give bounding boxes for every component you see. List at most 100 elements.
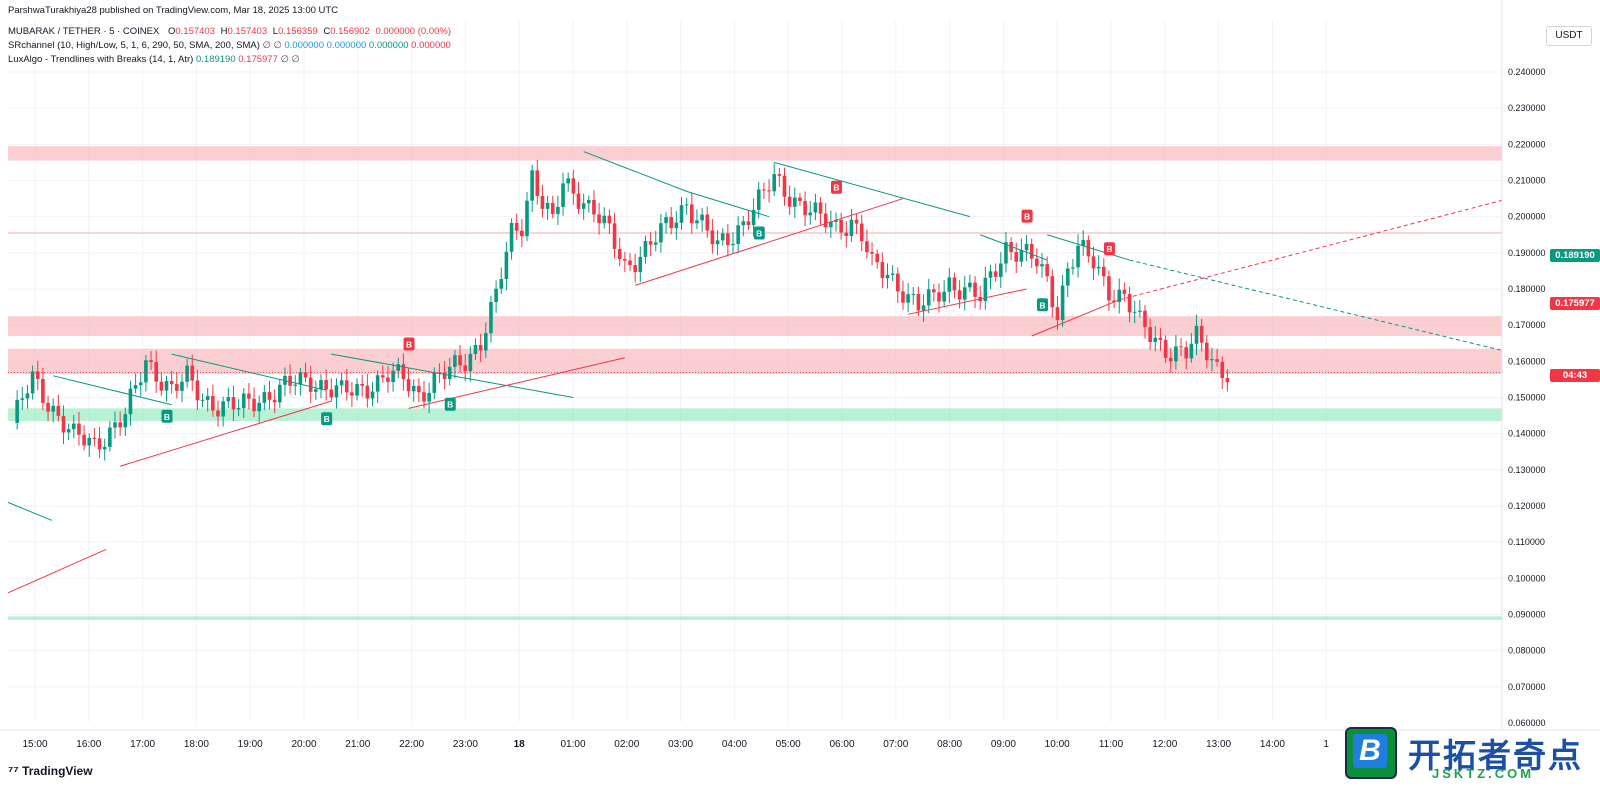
candle-body — [319, 380, 323, 390]
watermark-letter: B — [1353, 734, 1387, 768]
x-tick-label: 14:00 — [1260, 739, 1285, 750]
candle-body — [736, 225, 740, 244]
x-tick-label: 10:00 — [1045, 739, 1070, 750]
buy-break-label: B — [444, 397, 456, 411]
candle-body — [818, 202, 823, 214]
symbol-name[interactable]: MUBARAK / TETHER · 5 · COINEX — [8, 26, 160, 37]
candle-body — [278, 384, 282, 403]
buy-break-label: B — [1037, 298, 1048, 312]
candle-body — [514, 223, 519, 231]
tradingview-brand[interactable]: ⁷⁷ TradingView — [8, 763, 93, 778]
trendline — [1047, 234, 1130, 261]
candle-body — [870, 252, 874, 254]
candle-body — [56, 405, 61, 416]
y-tick-label: 0.210000 — [1508, 176, 1546, 186]
x-tick-label: 06:00 — [829, 739, 854, 750]
candle-body — [643, 241, 648, 257]
trendlines — [7, 151, 1503, 594]
candle-body — [1040, 264, 1044, 267]
candle-body — [241, 393, 246, 409]
candle-body — [597, 214, 601, 224]
indicator1-v4: 0.000000 — [411, 40, 451, 51]
candle-body — [633, 265, 637, 273]
candle-body — [865, 241, 869, 253]
candle-body — [993, 271, 998, 277]
currency-button[interactable]: USDT — [1546, 26, 1592, 46]
candle-body — [478, 344, 483, 351]
candle-body — [1215, 359, 1219, 362]
candle-body — [190, 365, 195, 381]
candle-body — [808, 212, 813, 216]
candle-body — [674, 222, 679, 229]
candle-body — [175, 384, 179, 391]
x-tick-label: 08:00 — [937, 739, 962, 750]
trendline — [583, 151, 687, 192]
y-tick-label: 0.190000 — [1508, 248, 1546, 258]
signal-text: B — [164, 412, 170, 422]
trendline — [774, 161, 971, 218]
indicator1-eye-icons[interactable]: ∅ ∅ — [262, 40, 282, 51]
candle-body — [849, 219, 854, 236]
sell-break-label: B — [1103, 242, 1115, 256]
candle-body — [97, 438, 102, 450]
indicator2-eye-icons[interactable]: ∅ ∅ — [280, 54, 300, 65]
candle-body — [1076, 245, 1080, 268]
sr-zone — [8, 348, 1502, 374]
candle-body — [432, 372, 437, 393]
y-tick-label: 0.230000 — [1508, 103, 1546, 113]
indicator2-name: LuxAlgo - Trendlines with Breaks (14, 1,… — [8, 54, 194, 65]
x-tick-label: 19:00 — [238, 739, 263, 750]
candle-body — [520, 230, 524, 237]
candle-body — [442, 372, 447, 380]
candle-body — [638, 256, 643, 273]
indicator1-legend[interactable]: SRchannel (10, High/Low, 5, 1, 6, 290, 5… — [8, 40, 451, 52]
ohlc-o-label: O — [167, 26, 176, 37]
candle-body — [576, 193, 581, 209]
candle-body — [159, 381, 164, 391]
trendline — [907, 288, 1027, 315]
candle-body — [149, 360, 153, 363]
candle-body — [355, 383, 359, 396]
candle-body — [957, 290, 962, 300]
candle-body — [370, 391, 375, 399]
candle-body — [782, 175, 787, 197]
y-tick-label: 0.240000 — [1508, 67, 1546, 77]
x-tick-label: 15:00 — [22, 739, 47, 750]
candle-body — [324, 380, 328, 390]
x-tick-label: 04:00 — [722, 739, 747, 750]
candle-body — [61, 415, 66, 433]
candle-body — [1071, 267, 1075, 269]
candle-body — [1143, 310, 1147, 328]
y-tick-label: 0.060000 — [1508, 718, 1546, 728]
candle-body — [962, 287, 967, 300]
candle-body — [890, 273, 895, 275]
candle-body — [1009, 242, 1013, 253]
y-tick-label: 0.090000 — [1508, 610, 1546, 620]
candle-body — [705, 214, 710, 231]
candle-body — [463, 365, 467, 372]
candle-body — [195, 380, 200, 401]
candle-body — [1107, 276, 1111, 301]
candle-body — [556, 206, 560, 214]
candle-body — [288, 375, 292, 386]
indicator2-legend[interactable]: LuxAlgo - Trendlines with Breaks (14, 1,… — [8, 54, 300, 66]
candle-body — [1096, 266, 1101, 269]
sell-break-label: B — [831, 180, 842, 194]
trendline-projection-support — [1119, 199, 1503, 301]
candle-body — [422, 392, 426, 402]
candle-body — [411, 385, 416, 392]
signal-text: B — [833, 183, 839, 193]
trendline — [7, 548, 107, 594]
candle-body — [66, 429, 71, 433]
candle-body — [386, 377, 390, 383]
candle-body — [772, 174, 776, 192]
candle-body — [1065, 268, 1070, 286]
y-tick-label: 0.150000 — [1508, 393, 1546, 403]
candle-body — [391, 370, 395, 383]
x-tick-label: 16:00 — [76, 739, 101, 750]
indicator1-v1: 0.000000 — [284, 40, 324, 51]
candle-body — [612, 223, 617, 249]
candle-body — [628, 260, 632, 266]
indicator2-v1: 0.189190 — [195, 54, 236, 65]
